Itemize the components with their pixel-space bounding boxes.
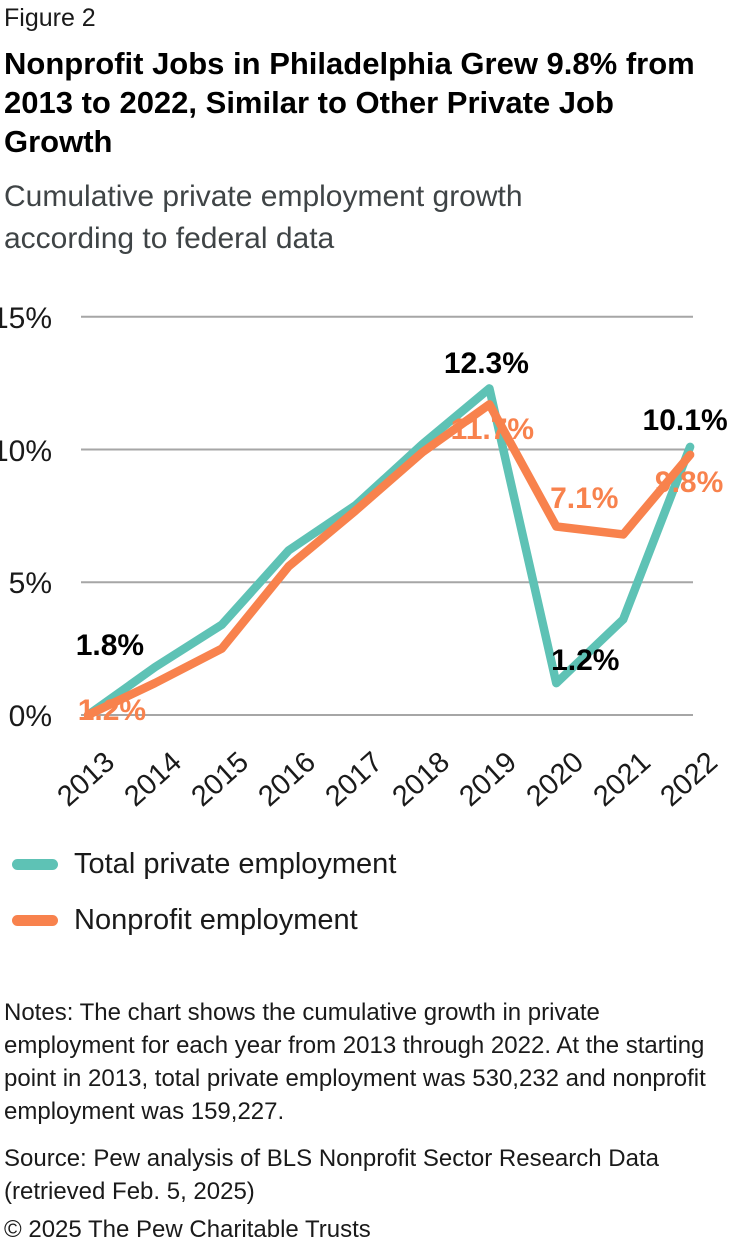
data-label-2022-nonprofit-employment: 9.8% bbox=[654, 465, 724, 499]
data-label-2019-nonprofit-employment: 11.7% bbox=[450, 413, 535, 447]
data-label-2022-total-private-employment: 10.1% bbox=[642, 403, 728, 437]
legend-swatch-total-private-icon bbox=[12, 858, 58, 870]
y-axis-tick-15: 15% bbox=[0, 301, 52, 335]
notes-text: Notes: The chart shows the cumulative gr… bbox=[4, 999, 706, 1125]
y-axis-tick-0: 0% bbox=[8, 700, 52, 733]
data-label-2019-total-private-employment: 12.3% bbox=[443, 347, 529, 381]
figure-title: Nonprofit Jobs in Philadelphia Grew 9.8%… bbox=[4, 46, 695, 159]
series-line-nonprofit-employment bbox=[83, 400, 695, 720]
legend-swatch-nonprofit-icon bbox=[12, 914, 58, 926]
copyright-text: © 2025 The Pew Charitable Trusts bbox=[4, 1216, 371, 1243]
figure-label: Figure 2 bbox=[4, 4, 96, 32]
legend-label-total-private: Total private employment bbox=[74, 847, 397, 880]
legend: Total private employment Nonprofit emplo… bbox=[12, 848, 396, 960]
y-axis-tick-10: 10% bbox=[0, 434, 52, 468]
series-line-total-private-employment bbox=[83, 384, 695, 720]
source-text: Source: Pew analysis of BLS Nonprofit Se… bbox=[4, 1145, 659, 1205]
data-label-2014-total-private-employment: 1.8% bbox=[75, 629, 145, 663]
data-label-2020-total-private-employment: 1.2% bbox=[551, 644, 620, 678]
legend-label-nonprofit: Nonprofit employment bbox=[74, 903, 358, 936]
figure-subtitle: Cumulative private employment growth acc… bbox=[4, 180, 523, 255]
legend-item-total-private: Total private employment bbox=[12, 848, 396, 880]
legend-item-nonprofit: Nonprofit employment bbox=[12, 904, 396, 936]
data-label-2014-nonprofit-employment: 1.2% bbox=[77, 694, 147, 728]
y-axis-tick-5: 5% bbox=[8, 567, 52, 601]
data-label-2020-nonprofit-employment: 7.1% bbox=[550, 482, 619, 516]
